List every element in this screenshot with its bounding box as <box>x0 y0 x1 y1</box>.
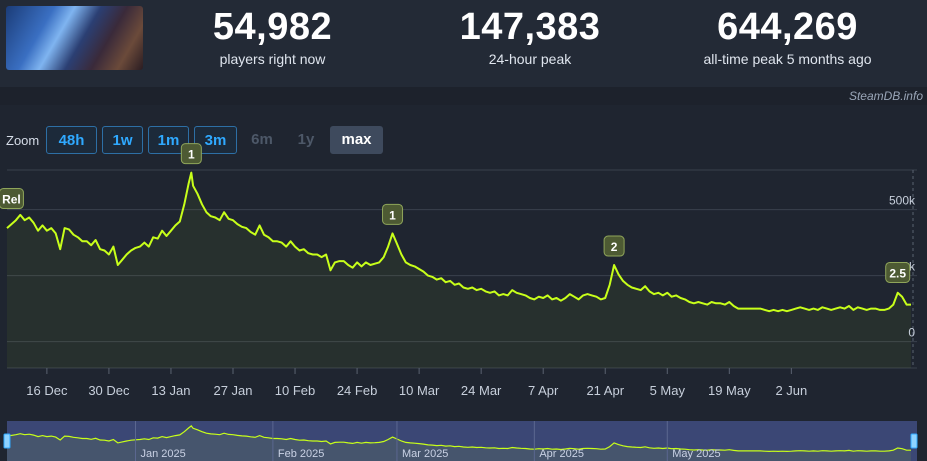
annotations[interactable]: Rel 1 1 2 2.5 <box>0 143 911 283</box>
annotation-0[interactable]: Rel <box>0 188 24 210</box>
navigator-line <box>6 425 911 453</box>
x-tick-label-10: 5 May <box>650 383 686 398</box>
x-tick-label-11: 19 May <box>708 383 751 398</box>
navigator-label-2: Mar 2025 <box>402 448 448 460</box>
stat-24h-peak-label: 24-hour peak <box>488 51 572 67</box>
stat-current: 54,982 players right now <box>190 4 355 68</box>
annotation-4[interactable]: 2.5 <box>885 261 911 283</box>
x-axis-ticks: 16 Dec 30 Dec 13 Jan 27 Jan 10 Feb 24 Feb 10 M… <box>26 368 807 398</box>
annotation-label-2: 1 <box>389 208 396 222</box>
annotation-box-0[interactable] <box>0 188 24 210</box>
zoom-1w-button[interactable]: 1w <box>102 126 143 154</box>
annotation-box-4[interactable] <box>885 261 911 283</box>
navigator-handle-left[interactable] <box>3 433 11 449</box>
annotation-label-3: 2 <box>611 240 618 254</box>
annotation-box-1[interactable] <box>180 143 202 165</box>
navigator-area <box>7 425 911 461</box>
stat-24h-peak: 147,383 24-hour peak <box>440 4 620 68</box>
x-tick-label-8: 7 Apr <box>528 383 559 398</box>
annotation-2[interactable]: 1 <box>382 203 404 225</box>
x-tick-label-0: 16 Dec <box>26 383 68 398</box>
y-tick-label-0: 0 <box>908 326 915 340</box>
credit-text[interactable]: SteamDB.info <box>848 89 923 103</box>
x-tick-label-7: 24 Mar <box>461 383 502 398</box>
x-tick-label-12: 2 Jun <box>775 383 807 398</box>
chart-panel <box>0 105 927 461</box>
x-tick-label-4: 10 Feb <box>275 383 315 398</box>
navigator-label-4: May 2025 <box>672 448 720 460</box>
x-tick-label-2: 13 Jan <box>151 383 190 398</box>
series-area-fill <box>7 172 911 368</box>
navigator-label-1: Feb 2025 <box>278 448 324 460</box>
navigator[interactable]: Jan 2025 Feb 2025 Mar 2025 Apr 2025 May 2025 <box>3 421 918 461</box>
zoom-max-button[interactable]: max <box>330 126 383 154</box>
header-bar: 54,982 players right now 147,383 24-hour… <box>0 0 927 87</box>
x-tick-label-3: 27 Jan <box>213 383 252 398</box>
stat-all-time-peak-label: all-time peak 5 months ago <box>703 51 872 67</box>
series-line[interactable] <box>6 171 911 313</box>
annotation-1[interactable]: 1 <box>180 143 202 165</box>
navigator-background[interactable] <box>7 421 917 461</box>
stat-all-time-peak-value: 644,269 <box>717 6 858 48</box>
zoom-48h-button[interactable]: 48h <box>46 126 97 154</box>
y-tick-label-2: 500k <box>889 194 916 208</box>
game-thumbnail-icon[interactable] <box>6 6 143 70</box>
series-line-path[interactable] <box>6 171 911 313</box>
x-tick-label-1: 30 Dec <box>88 383 130 398</box>
x-tick-label-6: 10 Mar <box>399 383 440 398</box>
series-area <box>7 172 911 368</box>
grid-lines <box>7 169 917 369</box>
annotation-label-0: Rel <box>2 193 21 207</box>
zoom-6m-button: 6m <box>251 131 273 148</box>
stat-all-time-peak: 644,269 all-time peak 5 months ago <box>680 4 895 68</box>
zoom-1y-button: 1y <box>297 131 315 148</box>
annotation-label-1: 1 <box>188 148 195 162</box>
x-tick-label-5: 24 Feb <box>337 383 377 398</box>
annotation-box-3[interactable] <box>603 235 625 257</box>
stat-current-label: players right now <box>219 51 326 67</box>
navigator-label-3: Apr 2025 <box>539 448 584 460</box>
zoom-label: Zoom <box>6 133 40 148</box>
stat-current-value: 54,982 <box>212 6 333 48</box>
stat-24h-peak-value: 147,383 <box>459 6 601 48</box>
navigator-handle-right[interactable] <box>910 433 918 449</box>
annotation-box-2[interactable] <box>382 203 404 225</box>
navigator-label-0: Jan 2025 <box>141 448 186 460</box>
x-tick-label-9: 21 Apr <box>586 383 624 398</box>
annotation-3[interactable]: 2 <box>603 235 625 257</box>
annotation-label-4: 2.5 <box>889 266 906 280</box>
